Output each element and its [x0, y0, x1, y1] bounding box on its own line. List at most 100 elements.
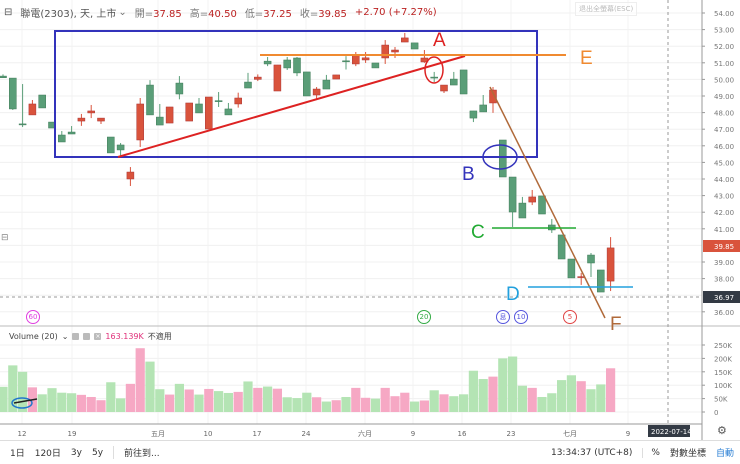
volume-bar — [204, 388, 214, 412]
price-tick-label: 49.00 — [714, 93, 734, 101]
uptrend-line[interactable] — [117, 55, 466, 158]
volume-bar — [96, 400, 106, 412]
time-tick-label: 9 — [411, 430, 415, 438]
candle-body — [38, 94, 46, 109]
candle-body — [528, 196, 536, 203]
volume-bar — [312, 397, 322, 412]
candle-body — [156, 116, 164, 126]
candle-body — [450, 78, 458, 86]
grid — [0, 0, 702, 424]
collapse-icon[interactable]: ⊟ — [4, 7, 13, 18]
label-b: B — [462, 164, 475, 185]
price-axis[interactable]: 54.00 53.00 52.00 51.00 50.00 49.00 48.00 47.00… — [702, 10, 734, 317]
label-d: D — [506, 284, 520, 305]
volume-title[interactable]: Volume (20) — [9, 332, 58, 341]
percent-toggle[interactable]: % — [642, 447, 660, 458]
volume-bar — [8, 365, 18, 412]
volume-bar — [174, 383, 184, 412]
volume-bar — [419, 400, 429, 412]
downtrend-line-f[interactable] — [489, 86, 606, 319]
dividend-marker[interactable]: 息 — [496, 310, 510, 324]
label-f: F — [610, 314, 622, 335]
settings-gear-icon[interactable]: ⚙ — [717, 424, 727, 437]
watermark-logo — [11, 397, 38, 409]
candle-body — [116, 144, 125, 151]
price-tick-label: 43.00 — [714, 193, 734, 201]
volume-value: 163.139K — [105, 332, 144, 341]
log-scale-toggle[interactable]: 對數坐標 — [669, 449, 706, 459]
candle-body — [214, 100, 223, 102]
close-label: 收= — [299, 9, 319, 20]
time-tick-label: 9 — [626, 430, 630, 438]
volume-bar — [537, 396, 547, 412]
symbol-title[interactable]: 聯電(2303), 天, 上市 — [20, 9, 117, 20]
goto-button[interactable]: 前往到... — [113, 446, 160, 459]
exit-fullscreen-hint[interactable]: 退出全螢幕(ESC) — [575, 2, 638, 16]
event-marker-10[interactable]: 10 — [514, 310, 528, 324]
volume-bar — [380, 387, 390, 412]
candle-body — [567, 258, 576, 279]
candle-body — [175, 82, 184, 95]
candle-body — [469, 110, 478, 119]
volume-bar — [0, 386, 8, 412]
volume-bar — [214, 391, 224, 412]
volume-bar — [86, 396, 96, 412]
volume-axis[interactable]: 250K 200K 150K 100K 50K 0 — [702, 342, 732, 417]
candle-body — [538, 195, 546, 215]
breakdown-circle-a[interactable] — [424, 56, 444, 84]
volume-bar — [606, 368, 616, 412]
breakdown-circle-b[interactable] — [482, 144, 518, 170]
volume-bar — [155, 389, 165, 412]
auto-scale-toggle[interactable]: 自動 — [715, 449, 734, 459]
volume-bar — [488, 376, 498, 412]
volume-bar — [47, 388, 57, 412]
candle-body — [303, 71, 311, 97]
volume-tick-label: 0 — [714, 409, 718, 417]
event-marker-60[interactable]: 60 — [26, 310, 40, 324]
event-marker-20[interactable]: 20 — [417, 310, 431, 324]
volume-bar — [576, 381, 586, 412]
candle-body — [283, 59, 291, 69]
close-icon[interactable]: × — [94, 333, 102, 340]
range-120d[interactable]: 120日 — [34, 449, 61, 459]
volume-bar — [194, 394, 204, 412]
candle-body — [87, 110, 95, 114]
range-1d[interactable]: 1日 — [10, 449, 25, 459]
settings-icon[interactable] — [83, 333, 91, 340]
collapse-pane-icon[interactable]: ⊟ — [1, 233, 9, 243]
event-marker-5[interactable]: 5 — [563, 310, 577, 324]
candle-body — [273, 64, 282, 92]
chevron-down-icon[interactable]: ⌄ — [61, 332, 69, 341]
chevron-down-icon[interactable]: ⌄ — [118, 7, 127, 18]
range-5y[interactable]: 5y — [91, 447, 104, 458]
volume-bar — [566, 375, 576, 412]
volume-bar — [400, 392, 410, 412]
last-price-tag — [703, 240, 740, 252]
price-tick-label: 46.00 — [714, 143, 734, 151]
consolidation-box[interactable] — [54, 30, 538, 158]
eye-icon[interactable] — [72, 333, 80, 340]
last-price-text: 39.85 — [714, 243, 734, 251]
price-tick-label: 42.00 — [714, 209, 734, 217]
time-tick-label: 12 — [18, 430, 27, 438]
time-axis[interactable]: 12 19 五月 10 17 24 六月 9 16 23 七月 9 — [18, 429, 631, 438]
candle-body — [254, 76, 262, 80]
volume-bar — [243, 381, 253, 412]
volume-bar — [517, 385, 527, 412]
volume-bar — [370, 398, 380, 412]
candle-body — [391, 49, 399, 53]
volume-bar — [253, 387, 263, 412]
cursor-price-text: 36.97 — [714, 294, 734, 302]
volume-bars — [0, 348, 616, 412]
price-tick-label: 54.00 — [714, 10, 734, 18]
candle-body — [489, 89, 497, 104]
volume-bar — [390, 396, 400, 412]
clock[interactable]: 13:34:37 (UTC+8) — [550, 447, 633, 458]
range-3y[interactable]: 3y — [70, 447, 82, 458]
candle-body — [342, 60, 350, 63]
cursor-price-tag — [703, 291, 740, 303]
price-tick-label: 36.00 — [714, 309, 734, 317]
candle-body — [440, 84, 448, 92]
candle-body — [430, 76, 438, 79]
